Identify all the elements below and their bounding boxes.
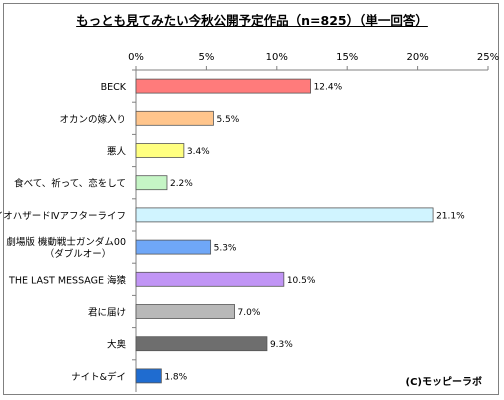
x-tick-label: 5%	[198, 52, 214, 63]
bar	[135, 239, 212, 255]
value-label: 5.3%	[214, 244, 237, 254]
copyright-text: (C)モッピーラボ	[405, 377, 482, 388]
category-label: オカンの嫁入り	[59, 113, 126, 125]
category-label: THE LAST MESSAGE 海猿	[8, 274, 126, 286]
value-label: 9.3%	[270, 340, 293, 350]
bar	[135, 143, 185, 158]
value-label: 7.0%	[238, 308, 261, 318]
category-label: 悪人	[107, 147, 127, 158]
value-label: 12.4%	[314, 83, 343, 93]
category-label: 劇場版 機動戦士ガンダム00	[6, 236, 126, 248]
category-label: 食べて、祈って、恋をして	[14, 178, 126, 190]
category-label: 君に届け	[88, 308, 126, 319]
category-label: バイオハザードⅣアフターライフ	[0, 211, 126, 222]
category-label: （ダブルオー）	[45, 248, 112, 260]
x-tick-label: 15%	[336, 52, 358, 63]
value-label: 21.1%	[436, 211, 465, 221]
x-tick-label: 25%	[477, 52, 499, 63]
x-tick-label: 20%	[406, 52, 428, 63]
category-label: ナイト&デイ	[71, 371, 126, 383]
bar	[135, 304, 235, 319]
x-tick-label: 0%	[128, 52, 144, 63]
bar	[135, 368, 162, 384]
category-label: 大奥	[107, 339, 127, 351]
bar	[135, 271, 285, 287]
bar	[135, 336, 268, 352]
value-label: 2.2%	[170, 179, 193, 189]
chart-title: もっとも見てみたい今秋公開予定作品（n=825）（単一回答）	[76, 13, 428, 28]
value-label: 1.8%	[164, 372, 187, 382]
category-label: BECK	[101, 82, 127, 93]
value-label: 10.5%	[287, 276, 316, 286]
bar	[135, 175, 168, 191]
bar	[135, 207, 434, 223]
chart-frame	[3, 3, 499, 395]
value-label: 5.5%	[216, 115, 239, 125]
bar	[135, 78, 311, 94]
bar	[135, 110, 214, 126]
x-tick-label: 10%	[266, 52, 288, 63]
value-label: 3.4%	[187, 147, 210, 157]
